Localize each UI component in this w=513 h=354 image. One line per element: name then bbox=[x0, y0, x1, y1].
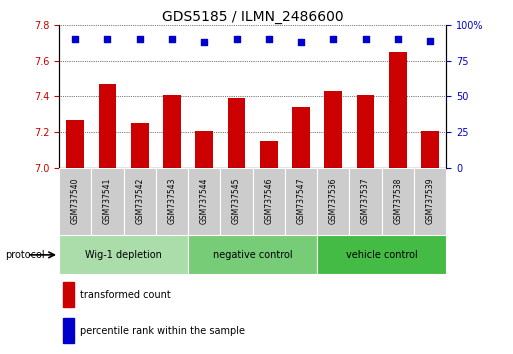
Point bbox=[362, 36, 370, 42]
Text: Wig-1 depletion: Wig-1 depletion bbox=[85, 250, 162, 260]
Text: GSM737542: GSM737542 bbox=[135, 177, 144, 224]
Bar bbox=[414, 168, 446, 235]
Bar bbox=[63, 282, 74, 307]
Text: percentile rank within the sample: percentile rank within the sample bbox=[81, 326, 245, 336]
Point bbox=[297, 39, 305, 45]
Text: GSM737537: GSM737537 bbox=[361, 177, 370, 224]
Point bbox=[394, 36, 402, 42]
Text: GSM737536: GSM737536 bbox=[329, 177, 338, 224]
Text: GSM737545: GSM737545 bbox=[232, 177, 241, 224]
Bar bbox=[188, 168, 221, 235]
Point bbox=[135, 36, 144, 42]
Bar bbox=[349, 168, 382, 235]
Text: transformed count: transformed count bbox=[81, 290, 171, 300]
Bar bbox=[357, 95, 374, 168]
Bar bbox=[382, 168, 414, 235]
Bar bbox=[389, 52, 407, 168]
Bar bbox=[324, 91, 342, 168]
Bar bbox=[188, 235, 317, 274]
Point bbox=[426, 38, 435, 44]
Bar bbox=[59, 168, 91, 235]
Text: GSM737544: GSM737544 bbox=[200, 177, 209, 224]
Point bbox=[168, 36, 176, 42]
Bar bbox=[228, 98, 245, 168]
Text: GSM737546: GSM737546 bbox=[264, 177, 273, 224]
Bar bbox=[260, 141, 278, 168]
Bar bbox=[156, 168, 188, 235]
Point bbox=[232, 36, 241, 42]
Bar bbox=[59, 235, 188, 274]
Text: vehicle control: vehicle control bbox=[346, 250, 418, 260]
Bar bbox=[66, 120, 84, 168]
Point bbox=[103, 36, 111, 42]
Text: negative control: negative control bbox=[213, 250, 292, 260]
Bar bbox=[63, 318, 74, 343]
Point bbox=[200, 39, 208, 45]
Text: GSM737538: GSM737538 bbox=[393, 177, 402, 224]
Text: GSM737543: GSM737543 bbox=[167, 177, 176, 224]
Bar bbox=[195, 131, 213, 168]
Bar bbox=[292, 107, 310, 168]
Bar bbox=[221, 168, 252, 235]
Bar bbox=[91, 168, 124, 235]
Bar bbox=[131, 123, 149, 168]
Text: protocol: protocol bbox=[5, 250, 45, 260]
Bar bbox=[317, 235, 446, 274]
Bar bbox=[163, 95, 181, 168]
Title: GDS5185 / ILMN_2486600: GDS5185 / ILMN_2486600 bbox=[162, 10, 344, 24]
Text: GSM737539: GSM737539 bbox=[426, 177, 435, 224]
Bar bbox=[421, 131, 439, 168]
Text: GSM737541: GSM737541 bbox=[103, 177, 112, 224]
Text: GSM737547: GSM737547 bbox=[297, 177, 306, 224]
Point bbox=[265, 36, 273, 42]
Bar bbox=[252, 168, 285, 235]
Bar bbox=[98, 84, 116, 168]
Bar bbox=[124, 168, 156, 235]
Text: GSM737540: GSM737540 bbox=[71, 177, 80, 224]
Bar bbox=[317, 168, 349, 235]
Bar bbox=[285, 168, 317, 235]
Point bbox=[329, 36, 338, 42]
Point bbox=[71, 36, 79, 42]
